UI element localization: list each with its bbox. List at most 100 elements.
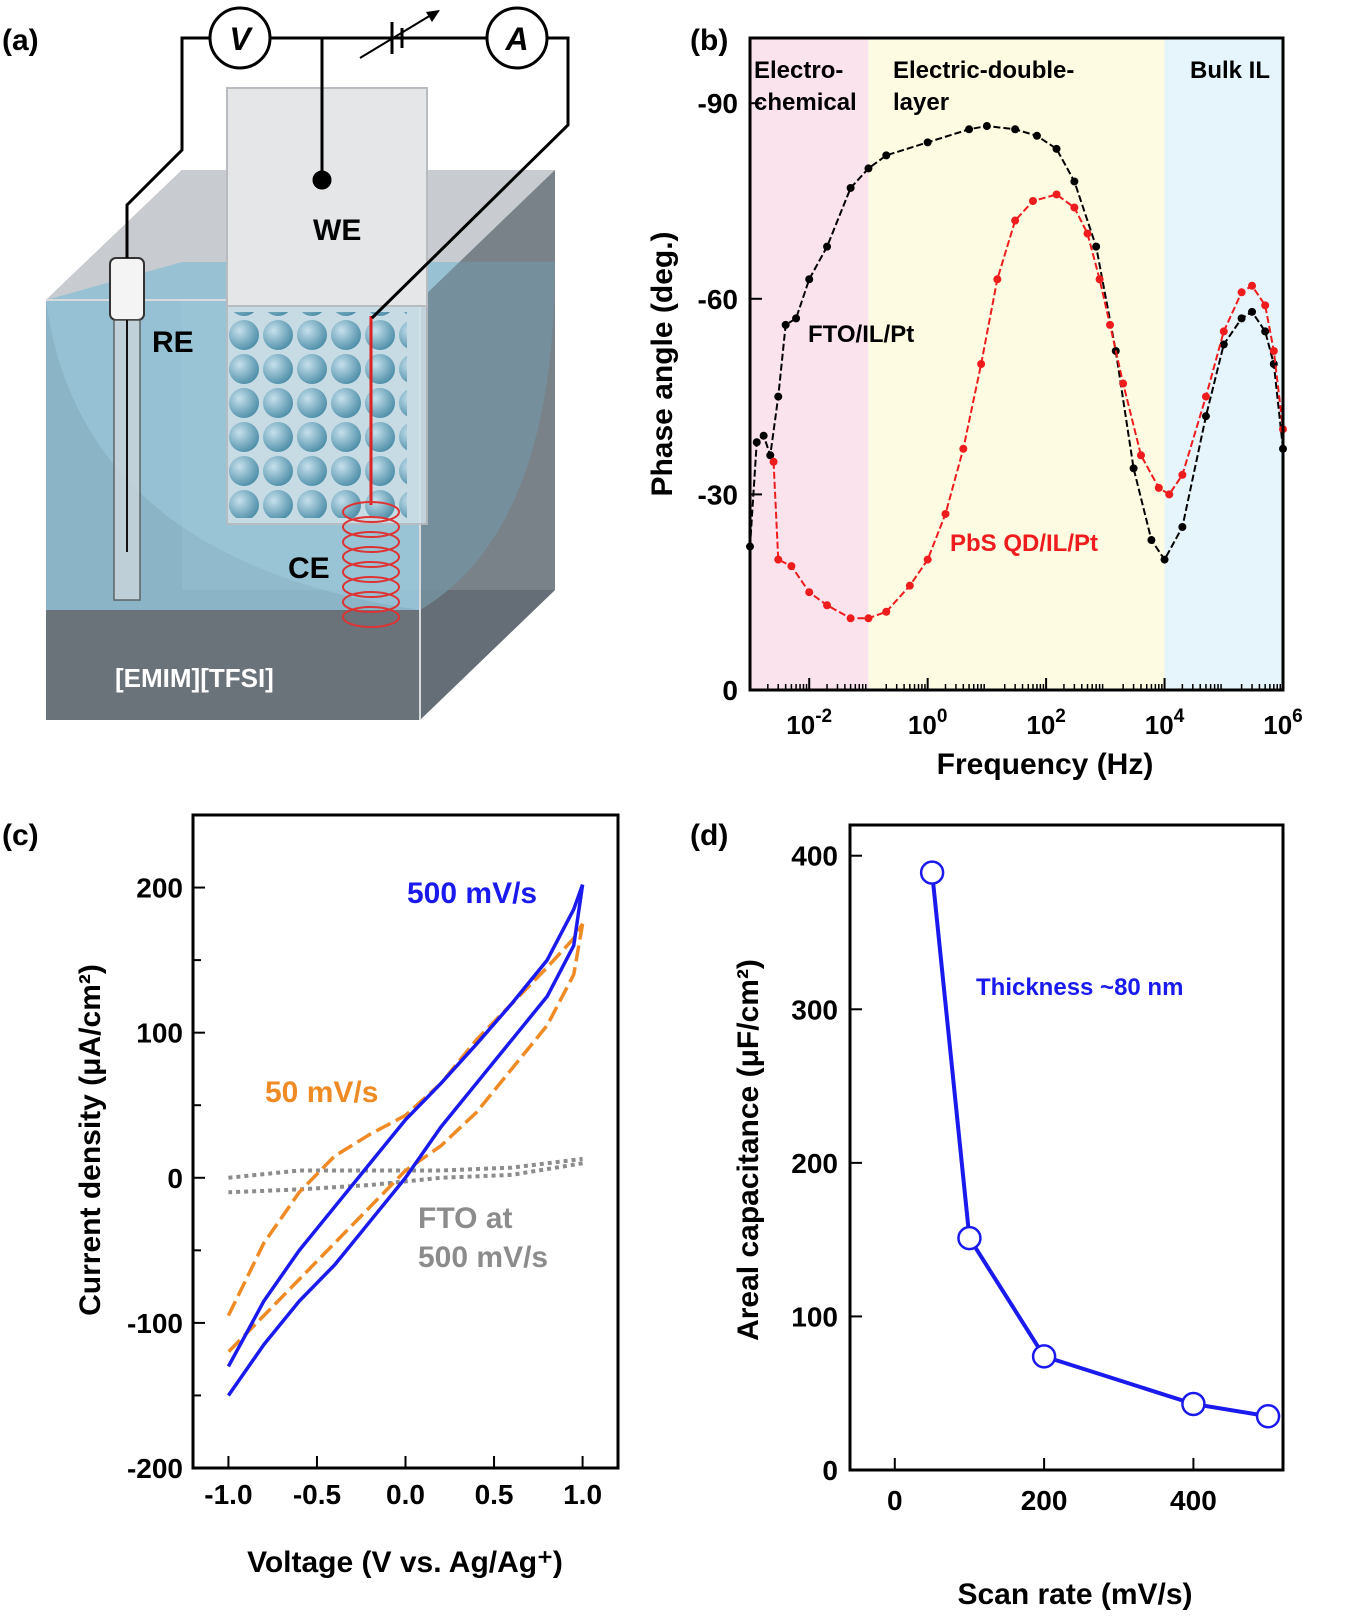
b-point-1-20 (1106, 320, 1115, 329)
ce-coil (342, 501, 400, 628)
b-point-0-29 (1261, 327, 1270, 336)
d-ytick-label-0: 0 (822, 1455, 838, 1486)
d-ytick-label-1: 100 (791, 1301, 838, 1332)
d-point-2 (1031, 1344, 1057, 1369)
d-ylabel: Areal capacitance (μF/cm²) (732, 959, 765, 1341)
d-ytick-label-3: 300 (791, 994, 838, 1025)
b-ytick-label-0: 0 (722, 675, 738, 706)
region-label-1-1: layer (893, 89, 949, 116)
b-point-1-30 (1261, 301, 1270, 310)
d-xtick-label-0: 0 (887, 1485, 903, 1516)
annotation-pbs-qd-il-pt: PbS QD/IL/Pt (950, 530, 1098, 557)
panel-a-label: (a) (2, 24, 39, 57)
counter-electrode: CE (288, 316, 400, 628)
b-point-1-3 (805, 588, 814, 597)
c-xlabel: Voltage (V vs. Ag/Ag⁺) (247, 1546, 563, 1579)
b-point-1-15 (1028, 197, 1037, 205)
panel-a: (a) WE RE (2, 6, 570, 720)
b-point-1-23 (1154, 483, 1163, 492)
b-ytick-label-2: -60 (698, 284, 738, 315)
c-xtick-label-1: -0.5 (293, 1479, 341, 1510)
variable-arrow-head (426, 10, 440, 22)
b-point-0-6 (792, 314, 801, 323)
annotation-50mvs: 50 mV/s (265, 1076, 378, 1109)
b-point-1-16 (1052, 190, 1061, 199)
b-point-0-1 (752, 438, 761, 447)
b-xlabel: Frequency (Hz) (937, 748, 1154, 781)
d-point-1 (957, 1225, 982, 1251)
b-point-1-9 (923, 555, 932, 564)
wire-ce (370, 36, 570, 320)
c-ytick-label-0: -200 (127, 1453, 183, 1484)
b-point-0-11 (882, 151, 891, 160)
b-point-0-26 (1219, 340, 1228, 349)
b-point-0-13 (965, 125, 974, 134)
b-point-1-4 (823, 601, 832, 610)
region-band-1 (868, 38, 1165, 690)
b-xtick-label-2: 102 (1026, 706, 1066, 740)
d-point-4 (1255, 1404, 1281, 1429)
b-point-0-2 (759, 431, 768, 440)
b-point-1-2 (787, 562, 796, 571)
ce-label: CE (288, 552, 330, 585)
c-curve-dashed-lower (227, 923, 585, 1354)
b-point-0-24 (1178, 523, 1187, 531)
voltmeter: V (208, 6, 272, 70)
b-xtick-label-3: 104 (1145, 706, 1185, 740)
b-point-1-6 (864, 614, 873, 623)
c-xtick-label-4: 1.0 (563, 1479, 602, 1510)
we-contact-dot (312, 170, 332, 190)
b-ytick-label-3: -90 (698, 88, 738, 119)
c-axis-ticks: -1.0 -0.5 0.0 0.5 1.0 -200 -100 0 100 200 (127, 873, 602, 1510)
b-point-0-23 (1160, 555, 1169, 564)
b-series (746, 122, 1287, 623)
b-point-1-8 (905, 581, 914, 590)
b-plot-frame (748, 36, 1285, 692)
variable-arrow (359, 11, 437, 59)
c-curve-dotted-lower (228, 1161, 583, 1195)
voltmeter-symbol: V (229, 21, 253, 57)
b-point-0-27 (1237, 314, 1246, 323)
panel-c-label: (c) (2, 819, 39, 852)
b-point-0-4 (774, 392, 783, 401)
b-point-0-16 (1032, 131, 1041, 140)
b-point-1-19 (1095, 275, 1104, 284)
b-point-0-21 (1129, 464, 1138, 473)
d-xtick-label-1: 200 (1021, 1485, 1068, 1516)
b-point-1-0 (769, 457, 778, 466)
frequency-regions (750, 38, 1283, 690)
qd-film (227, 312, 407, 518)
b-point-1-1 (774, 555, 783, 564)
region-band-0 (750, 38, 869, 690)
b-ylabel: Phase angle (deg.) (646, 231, 679, 496)
ammeter-symbol: A (504, 21, 528, 57)
b-point-1-28 (1237, 288, 1246, 297)
b-point-1-11 (959, 444, 968, 453)
b-point-1-17 (1070, 203, 1079, 212)
d-xtick-label-2: 400 (1170, 1485, 1217, 1516)
b-point-1-25 (1178, 470, 1187, 479)
reference-electrode: RE (109, 257, 194, 601)
b-point-0-5 (781, 320, 790, 329)
b-point-0-15 (1011, 125, 1020, 134)
b-ytick-label-1: -30 (698, 479, 738, 510)
b-point-1-10 (941, 509, 950, 518)
c-ytick-label-4: 200 (136, 873, 183, 904)
region-label-1-0: Electric-double- (893, 57, 1074, 84)
d-axis-ticks: 0 200 400 0 100 200 300 400 (791, 841, 1216, 1516)
b-point-1-27 (1219, 327, 1228, 336)
panel-c: (c) -1.0 -0.5 0.0 0.5 1.0 -200 -100 0 100 200 500… (2, 813, 620, 1579)
d-plot-frame (848, 823, 1285, 1472)
b-point-1-29 (1248, 281, 1257, 290)
b-point-0-3 (766, 451, 775, 460)
d-point-3 (1181, 1391, 1206, 1417)
c-ytick-label-3: 100 (136, 1018, 183, 1049)
panel-b: (b) Electro-chemical Electric-double-laye… (646, 24, 1303, 781)
re-cap (109, 257, 145, 321)
d-point-0 (919, 860, 945, 885)
c-series (226, 884, 585, 1397)
b-point-0-28 (1248, 307, 1257, 316)
b-point-0-19 (1092, 242, 1101, 251)
container-side (420, 170, 555, 720)
wire-re (125, 36, 210, 258)
